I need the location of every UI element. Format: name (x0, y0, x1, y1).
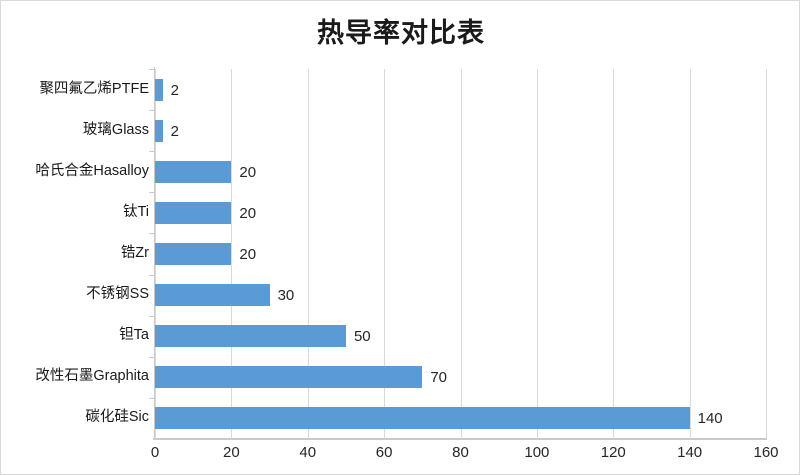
category-tick-mark (149, 397, 155, 399)
category-tick-mark (149, 315, 155, 317)
x-tick-label-40: 40 (299, 444, 317, 461)
category-tick-mark (149, 274, 155, 276)
bar[interactable] (155, 325, 346, 348)
x-tick-label-60: 60 (375, 444, 393, 461)
bar-value-label: 20 (239, 163, 257, 181)
plot-area: 2 2 20 20 20 30 50 70 140 (155, 69, 767, 439)
y-axis-line (154, 67, 155, 440)
gridline-120 (613, 69, 615, 439)
bar-value-label: 20 (239, 246, 257, 263)
category-label: 钛Ti (122, 203, 149, 220)
bar[interactable] (155, 407, 690, 430)
x-tick-label-0: 0 (150, 444, 160, 461)
gridline-20 (231, 69, 233, 439)
bar[interactable] (155, 119, 163, 142)
category-label: 碳化硅Sic (85, 409, 149, 426)
category-label: 不锈钢SS (86, 286, 149, 303)
bar-value-label: 140 (697, 410, 723, 428)
category-label: 玻璃Glass (82, 121, 149, 138)
bar[interactable] (155, 78, 163, 101)
x-tick-label-20: 20 (223, 444, 240, 461)
bar-value-label: 20 (239, 204, 257, 222)
bar-value-label: 30 (277, 287, 295, 305)
bar[interactable] (155, 201, 232, 224)
x-tick-label-80: 80 (452, 444, 469, 461)
chart-title: 热导率对比表 (317, 18, 485, 48)
gridline-80 (460, 69, 462, 439)
bar-value-label: 70 (430, 369, 447, 387)
x-tick-label-160: 160 (753, 444, 779, 461)
gridline-140 (689, 69, 691, 439)
category-tick-mark (149, 233, 155, 235)
category-tick-mark (149, 356, 155, 358)
gridline-40 (307, 69, 309, 439)
category-label: 锆Zr (120, 245, 149, 261)
bar-value-label: 50 (353, 328, 371, 346)
category-label: 聚四氟乙烯PTFE (39, 80, 149, 97)
bar-value-label: 2 (170, 122, 179, 140)
bar-value-label: 2 (170, 81, 179, 99)
gridline-100 (536, 69, 538, 439)
category-label: 哈氏合金Hasalloy (35, 162, 149, 179)
bar[interactable] (155, 284, 270, 307)
x-axis-line (153, 438, 767, 440)
category-label: 改性石墨Graphita (35, 368, 149, 385)
category-axis-labels: 聚四氟乙烯PTFE 玻璃Glass 哈氏合金Hasalloy 钛Ti 锆Zr 不锈钢SS 钽… (1, 69, 149, 439)
category-label: 钽Ta (119, 327, 149, 344)
bar[interactable] (155, 243, 232, 265)
x-axis-tick-labels: 0 20 40 60 80 100 120 140 160 (1, 444, 799, 469)
gridline-160 (766, 69, 767, 439)
gridline-60 (384, 69, 386, 439)
category-tick-mark (149, 110, 155, 112)
x-tick-label-140: 140 (677, 444, 703, 461)
category-tick-mark (149, 69, 155, 70)
x-tick-label-120: 120 (600, 444, 626, 461)
category-tick-mark (149, 151, 155, 153)
category-tick-mark (149, 192, 155, 194)
bar[interactable] (155, 160, 232, 183)
x-tick-label-100: 100 (524, 444, 550, 461)
bar[interactable] (155, 366, 423, 389)
